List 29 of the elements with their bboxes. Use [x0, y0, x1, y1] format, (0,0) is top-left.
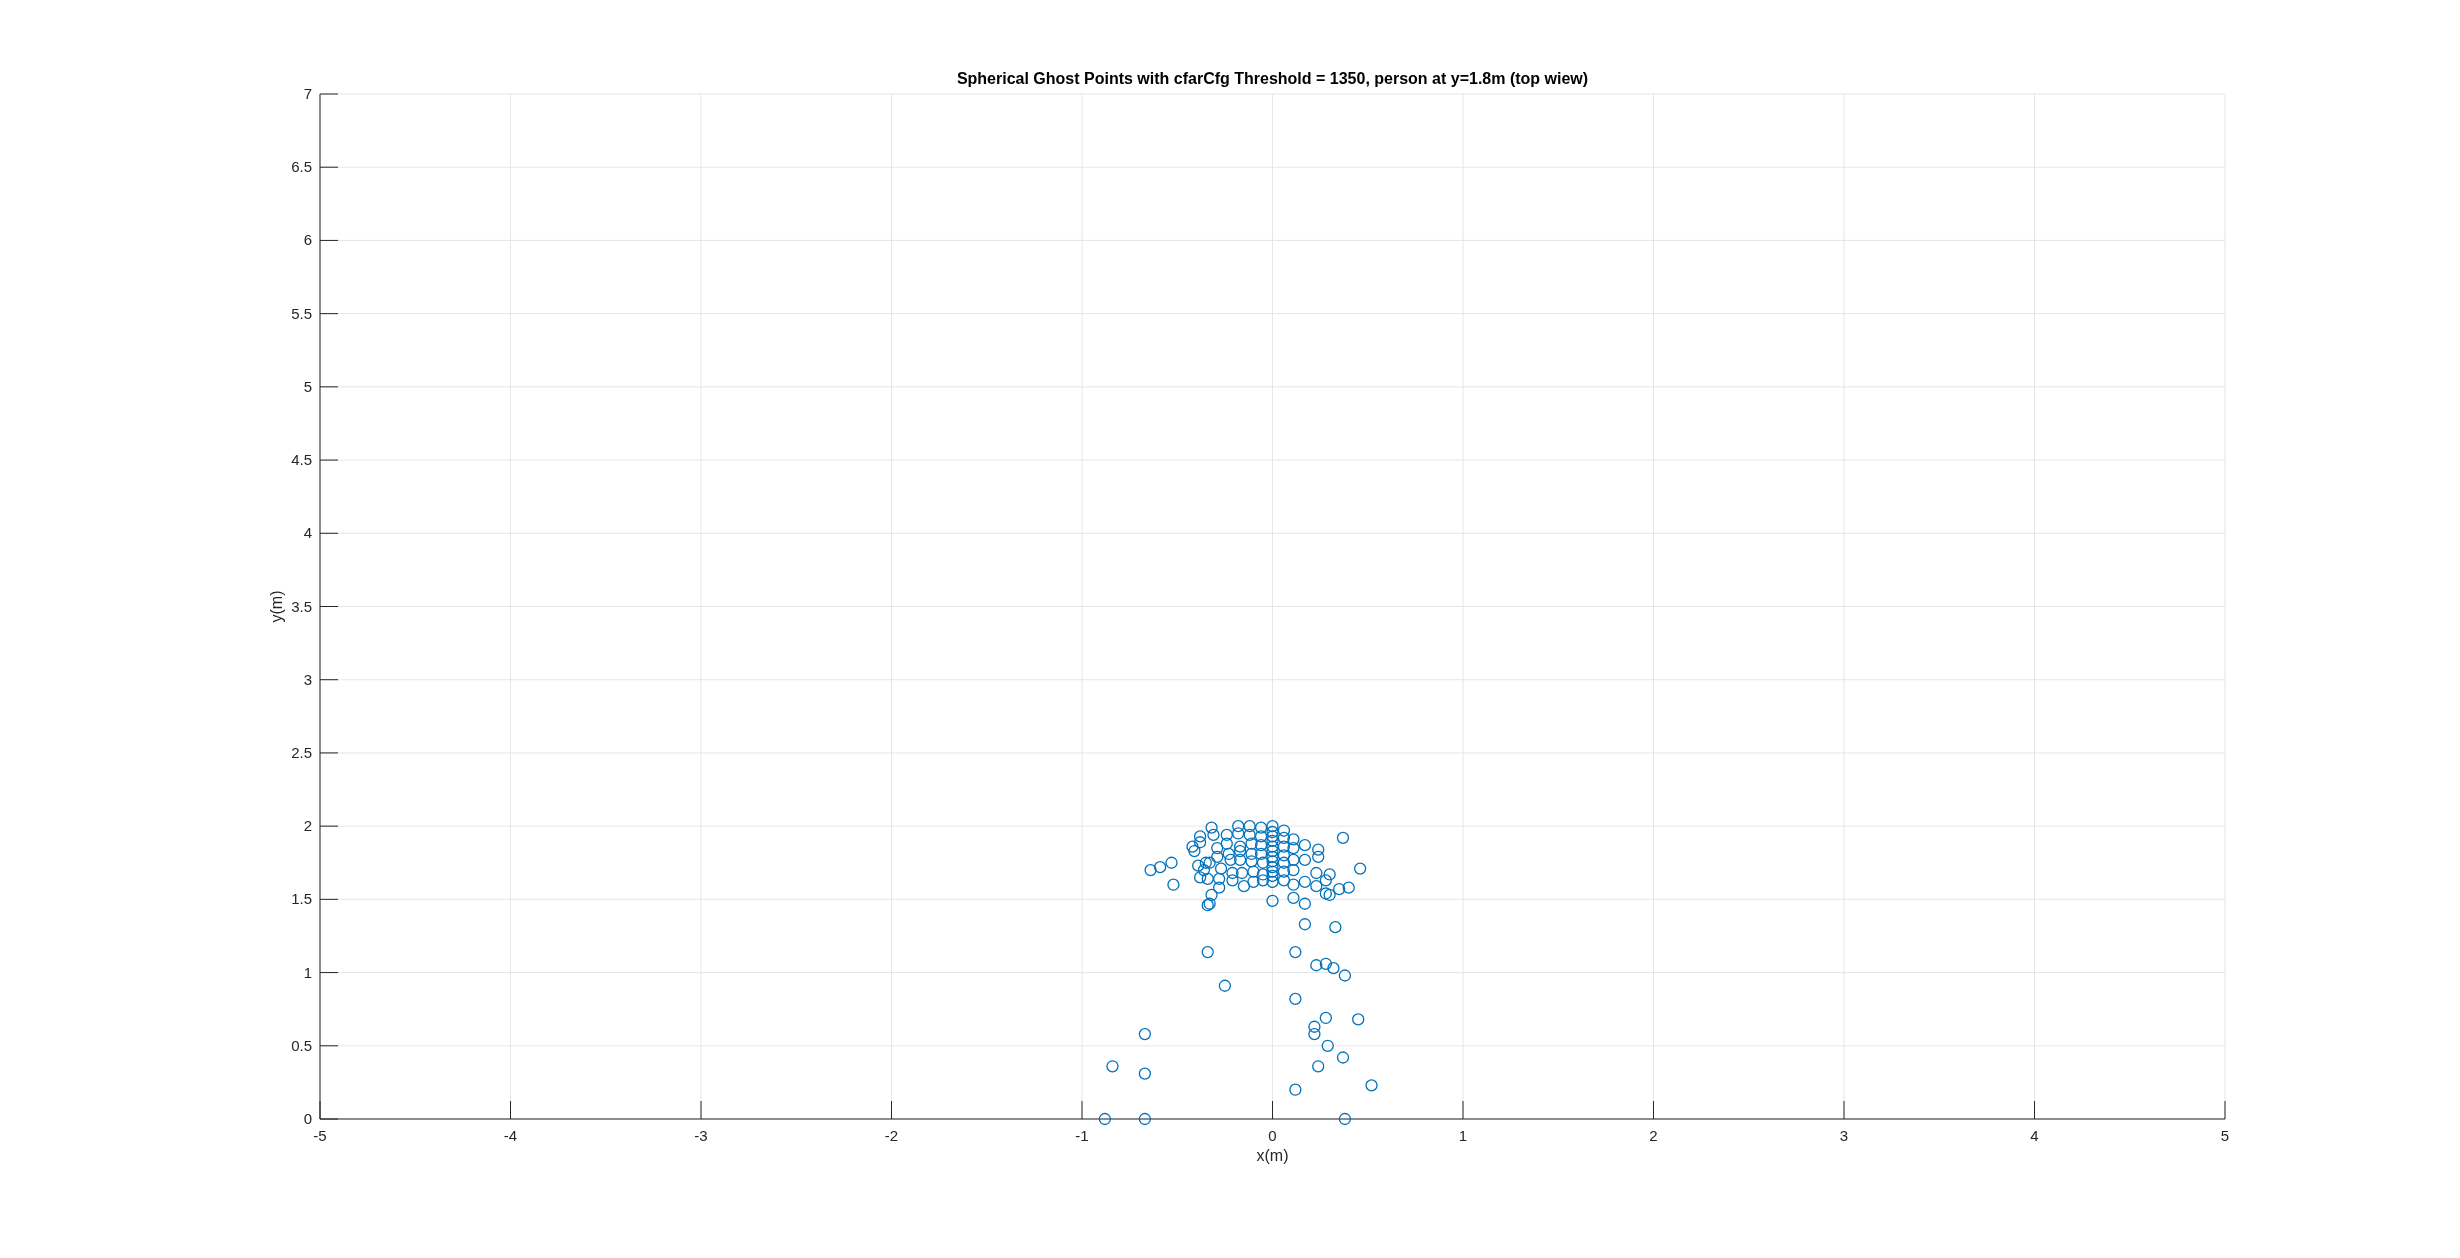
chart-title: Spherical Ghost Points with cfarCfg Threshold = 1350, person at y=1.8m (top wiew) [956, 70, 1589, 87]
y-tick-label: 3.5 [291, 597, 312, 615]
y-tick-label: 4 [303, 524, 312, 542]
y-tick-label: 5.5 [291, 304, 312, 322]
y-tick-label: 3 [303, 670, 312, 688]
y-tick-label: 5 [303, 377, 312, 395]
x-tick-label: -1 [1075, 1127, 1089, 1144]
y-tick-label: 4.5 [291, 451, 312, 469]
y-tick-label: 1.5 [291, 890, 312, 908]
x-tick-label: 1 [1458, 1127, 1468, 1144]
y-tick-label: 6 [303, 231, 312, 249]
y-axis-title: y(m) [268, 590, 285, 623]
y-tick-label: 0 [303, 1110, 312, 1127]
x-tick-label: -4 [503, 1127, 518, 1144]
x-tick-label: 2 [1649, 1127, 1658, 1144]
y-tick-label: 0.5 [291, 1036, 312, 1054]
y-tick-label: 2.5 [291, 743, 312, 761]
x-tick-label: 0 [1268, 1127, 1277, 1144]
y-tick-label: 2 [303, 817, 312, 835]
y-tick-label: 7 [303, 85, 312, 102]
x-tick-label: 5 [2220, 1127, 2230, 1144]
x-tick-label: -5 [313, 1127, 327, 1144]
y-tick-label: 1 [303, 963, 312, 981]
x-axis-title: x(m) [1256, 1147, 1289, 1164]
y-tick-label: 6.5 [291, 158, 312, 176]
x-tick-label: 4 [2030, 1127, 2039, 1144]
x-tick-label: -3 [694, 1127, 708, 1144]
x-tick-label: 3 [1839, 1127, 1849, 1144]
x-tick-label: -2 [884, 1127, 899, 1144]
